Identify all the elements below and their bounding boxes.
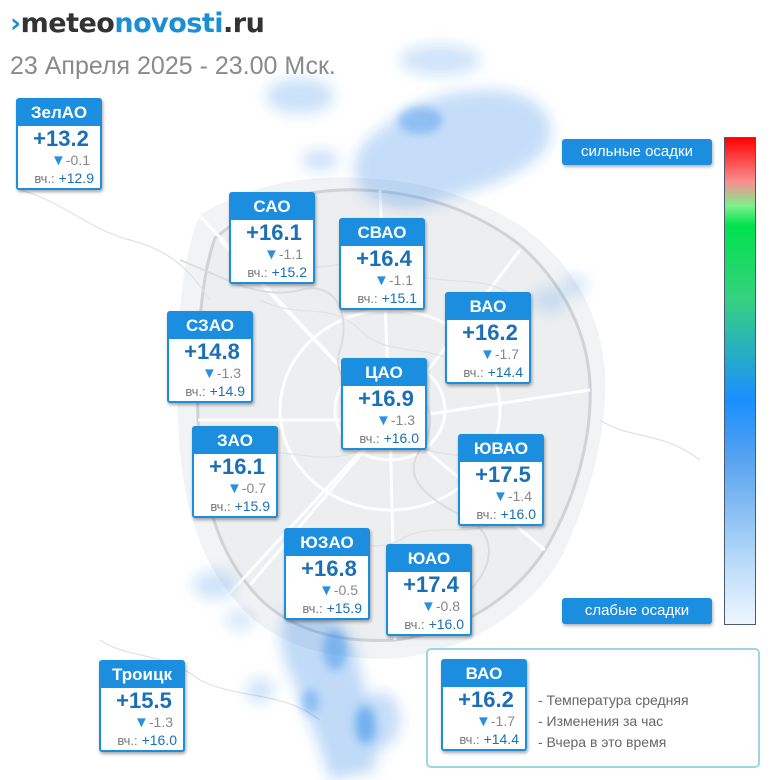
district-name: САО (231, 194, 313, 220)
district-temp: +16.9 (358, 386, 414, 411)
logo-word-2: novosti (114, 8, 224, 39)
precip-color-scale (724, 137, 756, 625)
district-name: ЮЗАО (286, 530, 368, 556)
legend-line-temp: - Температура средняя (538, 692, 689, 708)
district-temp: +15.5 (116, 688, 172, 713)
legend-line-yesterday: - Вчера в это время (538, 734, 667, 750)
district-temp: +14.8 (184, 339, 240, 364)
district-temp: +16.2 (462, 320, 518, 345)
yesterday-temp: вч.: +15.2 (247, 264, 307, 280)
down-triangle-icon: ▼ (480, 346, 495, 363)
district-name: ЗелАО (18, 100, 100, 126)
hourly-change: ▼-0.1 (51, 152, 90, 169)
district-name: ЦАО (343, 360, 425, 386)
district-card-vao: ВАО +16.2 ▼-1.7 вч.: +14.4 (445, 292, 531, 384)
district-card-szao: СЗАО +14.8 ▼-1.3 вч.: +14.9 (167, 311, 253, 403)
legend-sample-card: ВАО +16.2 ▼-1.7 вч.: +14.4 (441, 659, 527, 751)
district-card-sao: САО +16.1 ▼-1.1 вч.: +15.2 (229, 192, 315, 284)
district-temp: +16.2 (458, 687, 514, 712)
district-name: ЮАО (388, 546, 470, 572)
down-triangle-icon: ▼ (51, 152, 66, 169)
district-name: СВАО (341, 220, 423, 246)
yesterday-temp: вч.: +12.9 (34, 170, 94, 186)
hourly-change: ▼-1.1 (374, 272, 413, 289)
down-triangle-icon: ▼ (476, 713, 491, 730)
yesterday-temp: вч.: +14.9 (185, 383, 245, 399)
district-card-yuzao: ЮЗАО +16.8 ▼-0.5 вч.: +15.9 (284, 528, 370, 620)
yesterday-temp: вч.: +15.9 (302, 600, 362, 616)
down-triangle-icon: ▼ (134, 714, 149, 731)
down-triangle-icon: ▼ (493, 488, 508, 505)
district-name: Троицк (101, 662, 183, 688)
yesterday-temp: вч.: +16.0 (476, 506, 536, 522)
district-card-yuao: ЮАО +17.4 ▼-0.8 вч.: +16.0 (386, 544, 472, 636)
precip-area-south (280, 607, 377, 780)
hourly-change: ▼-1.3 (376, 412, 415, 429)
down-triangle-icon: ▼ (202, 365, 217, 382)
down-triangle-icon: ▼ (319, 582, 334, 599)
district-card-troitsk: Троицк +15.5 ▼-1.3 вч.: +16.0 (99, 660, 185, 752)
logo-mark-icon: › (10, 8, 21, 39)
down-triangle-icon: ▼ (376, 412, 391, 429)
heavy-precip-label: сильные осадки (562, 139, 712, 165)
down-triangle-icon: ▼ (227, 480, 242, 497)
district-temp: +16.8 (301, 556, 357, 581)
district-name: ЮВАО (460, 436, 542, 462)
precip-area-north (354, 89, 551, 209)
yesterday-temp: вч.: +16.0 (359, 430, 419, 446)
yesterday-temp: вч.: +16.0 (117, 732, 177, 748)
district-temp: +16.1 (246, 220, 302, 245)
hourly-change: ▼-0.7 (227, 480, 266, 497)
district-temp: +17.5 (475, 462, 531, 487)
yesterday-temp: вч.: +14.4 (459, 731, 519, 747)
district-temp: +13.2 (33, 126, 89, 151)
hourly-change: ▼-1.7 (476, 713, 515, 730)
district-card-zelao: ЗелАО +13.2 ▼-0.1 вч.: +12.9 (16, 98, 102, 190)
hourly-change: ▼-1.3 (202, 365, 241, 382)
hourly-change: ▼-1.4 (493, 488, 532, 505)
hourly-change: ▼-0.8 (421, 598, 460, 615)
district-temp: +16.4 (356, 246, 412, 271)
light-precip-label: слабые осадки (562, 598, 712, 624)
district-temp: +17.4 (403, 572, 459, 597)
district-name: ВАО (447, 294, 529, 320)
logo-domain: .ru (223, 8, 265, 39)
date-time-title: 23 Апреля 2025 - 23.00 Мск. (10, 52, 336, 80)
district-name: ЗАО (194, 428, 276, 454)
logo-word-1: meteo (20, 8, 115, 39)
yesterday-temp: вч.: +16.0 (404, 616, 464, 632)
site-logo: ›meteonovosti.ru (10, 8, 265, 39)
district-card-zao: ЗАО +16.1 ▼-0.7 вч.: +15.9 (192, 426, 278, 518)
hourly-change: ▼-1.3 (134, 714, 173, 731)
district-name: СЗАО (169, 313, 251, 339)
yesterday-temp: вч.: +15.9 (210, 498, 270, 514)
down-triangle-icon: ▼ (374, 272, 389, 289)
hourly-change: ▼-1.1 (264, 246, 303, 263)
district-card-yuvao: ЮВАО +17.5 ▼-1.4 вч.: +16.0 (458, 434, 544, 526)
hourly-change: ▼-1.7 (480, 346, 519, 363)
district-name: ВАО (443, 661, 525, 687)
down-triangle-icon: ▼ (421, 598, 436, 615)
yesterday-temp: вч.: +14.4 (463, 364, 523, 380)
district-card-cao: ЦАО +16.9 ▼-1.3 вч.: +16.0 (341, 358, 427, 450)
district-temp: +16.1 (209, 454, 265, 479)
down-triangle-icon: ▼ (264, 246, 279, 263)
legend-box: ВАО +16.2 ▼-1.7 вч.: +14.4 - Температура… (426, 648, 760, 768)
hourly-change: ▼-0.5 (319, 582, 358, 599)
legend-descriptions: - Температура средняя - Изменения за час… (538, 690, 689, 753)
legend-line-change: - Изменения за час (538, 713, 664, 729)
district-card-svao: СВАО +16.4 ▼-1.1 вч.: +15.1 (339, 218, 425, 310)
yesterday-temp: вч.: +15.1 (357, 290, 417, 306)
